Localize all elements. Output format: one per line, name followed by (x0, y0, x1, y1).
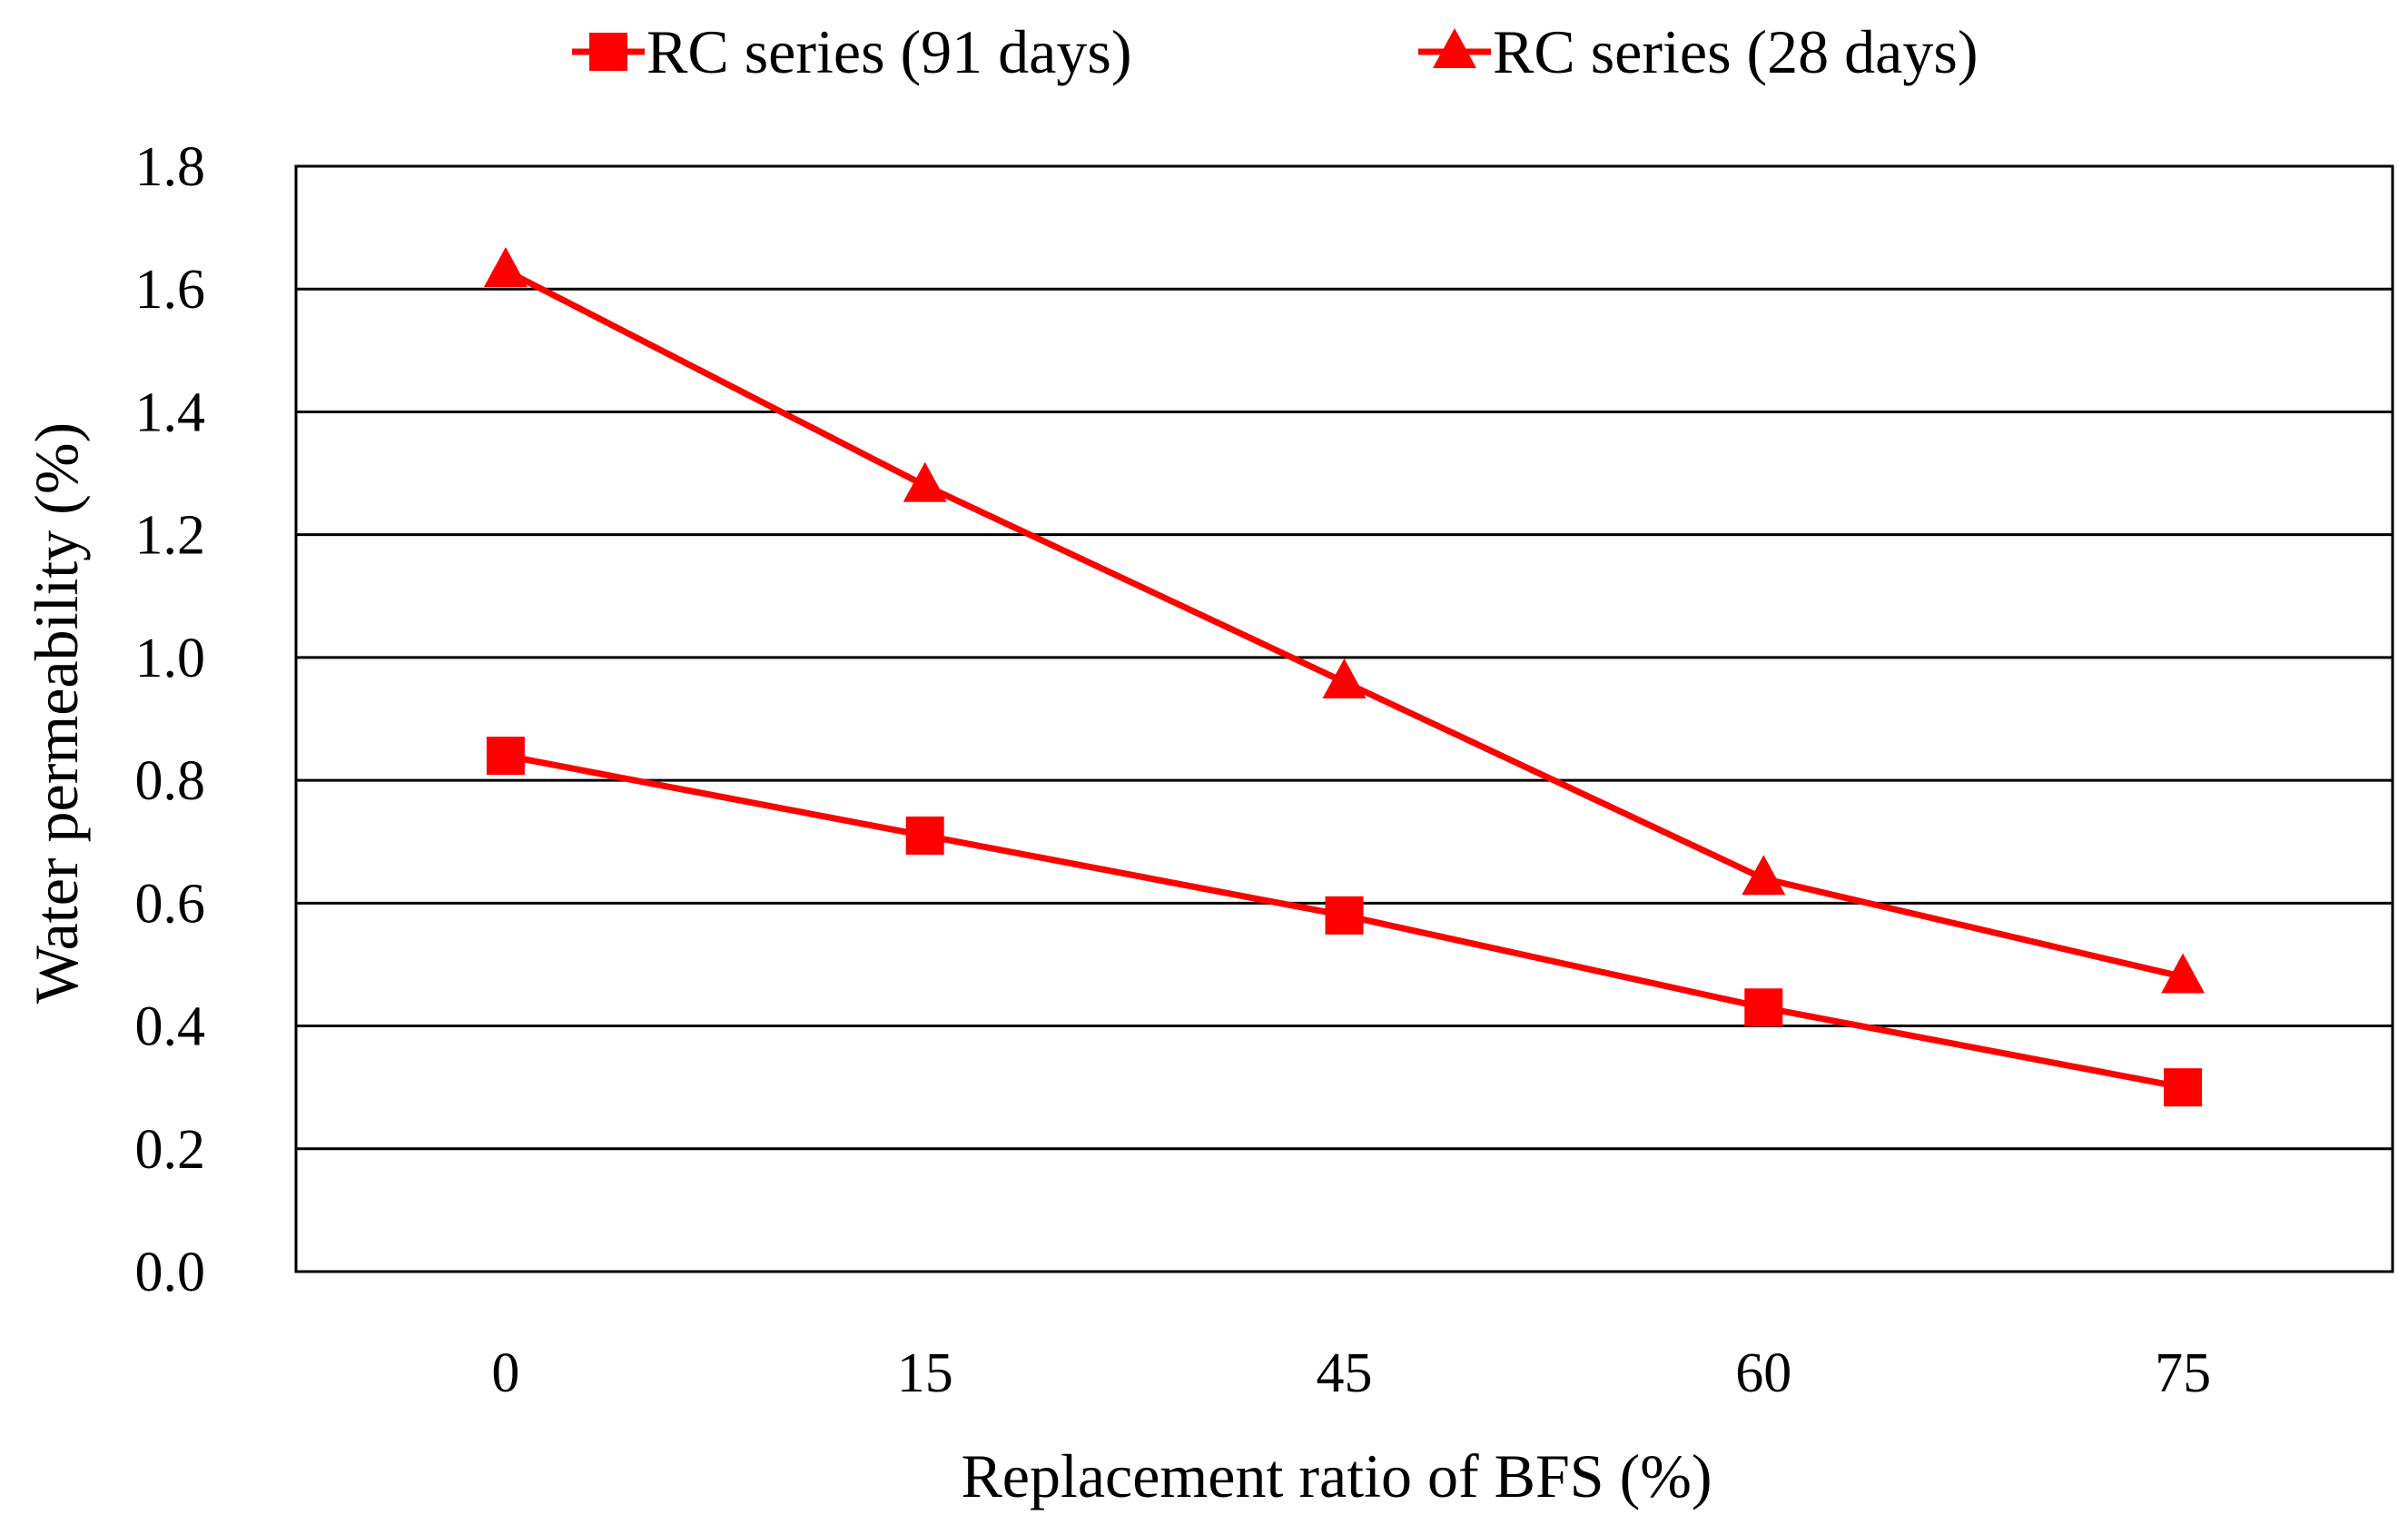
y-tick-label: 1.6 (135, 259, 206, 321)
data-point-square (905, 816, 944, 855)
series-2 (483, 246, 2206, 994)
series-layer (483, 246, 2206, 1107)
x-tick-label: 75 (2155, 1342, 2211, 1404)
data-point-square (1744, 988, 1783, 1027)
data-point-triangle (903, 461, 947, 502)
y-tick-label: 0.8 (135, 750, 206, 812)
data-point-triangle (2161, 953, 2206, 994)
data-point-triangle (1742, 855, 1786, 896)
y-tick-label: 0.6 (135, 873, 206, 935)
data-point-triangle (1433, 28, 1476, 68)
data-point-square (2164, 1068, 2203, 1107)
y-tick-label: 1.8 (135, 136, 206, 198)
data-point-square (589, 33, 627, 71)
x-axis-title: Replacement ratio of BFS (%) (961, 1441, 1712, 1510)
y-tick-label: 0.4 (135, 996, 206, 1058)
y-tick-label: 1.0 (135, 628, 206, 689)
legend-label: RC series (28 days) (1493, 17, 1978, 86)
x-axis-tick-labels: 0 15 45 60 75 (491, 1342, 2211, 1404)
x-tick-label: 45 (1317, 1342, 1373, 1404)
data-point-square (1325, 896, 1364, 935)
x-tick-label: 15 (897, 1342, 953, 1404)
legend: RC series (91 days) RC series (28 days) (572, 17, 1978, 86)
gridlines (296, 287, 2393, 1151)
legend-label: RC series (91 days) (646, 17, 1131, 86)
series-line (504, 267, 2184, 980)
data-point-square (486, 737, 525, 776)
legend-item-1: RC series (91 days) (572, 17, 1131, 86)
y-tick-label: 0.2 (135, 1119, 206, 1181)
x-tick-label: 60 (1735, 1342, 1791, 1404)
x-tick-label: 0 (491, 1342, 519, 1404)
y-tick-label: 0.0 (135, 1242, 206, 1303)
data-point-triangle (1322, 658, 1367, 698)
y-axis-tick-labels: 0.0 0.2 0.4 0.6 0.8 1.0 1.2 1.4 1.6 1.8 (135, 136, 206, 1303)
legend-item-2: RC series (28 days) (1418, 17, 1978, 86)
series-1 (486, 737, 2203, 1107)
plot-area-frame (294, 164, 2394, 1273)
data-point-triangle (483, 246, 528, 287)
y-axis-title: Water permeability (%) (22, 422, 91, 1004)
y-tick-label: 1.2 (135, 505, 206, 567)
y-tick-label: 1.4 (135, 381, 206, 443)
